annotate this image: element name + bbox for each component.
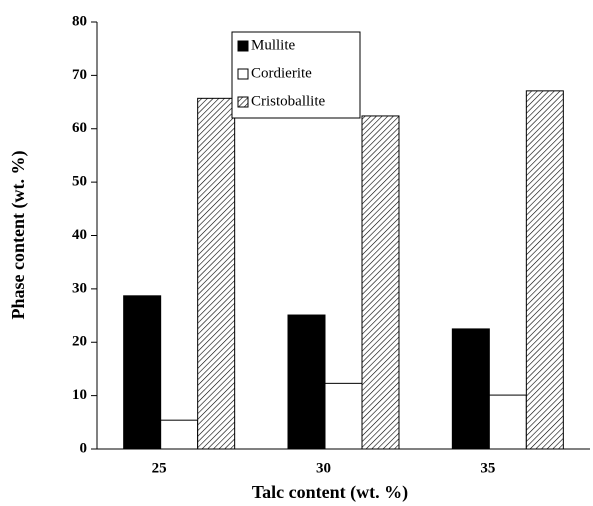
bar bbox=[160, 419, 199, 450]
bar bbox=[123, 295, 162, 450]
y-tick-label: 40 bbox=[72, 227, 87, 243]
x-tick-label: 35 bbox=[480, 460, 495, 476]
x-tick-label: 25 bbox=[152, 460, 167, 476]
bar bbox=[361, 115, 400, 450]
bar bbox=[525, 90, 564, 450]
bar bbox=[324, 382, 363, 450]
y-tick-label: 30 bbox=[72, 280, 87, 296]
legend-swatch bbox=[237, 40, 249, 52]
bar bbox=[197, 97, 236, 450]
y-tick-label: 20 bbox=[72, 334, 87, 350]
legend-label: Cordierite bbox=[251, 65, 312, 81]
y-tick-label: 0 bbox=[80, 440, 88, 456]
y-tick-label: 80 bbox=[72, 13, 87, 29]
legend-label: Mullite bbox=[251, 37, 296, 53]
y-axis-title: Phase content (wt. %) bbox=[8, 151, 29, 320]
bar bbox=[488, 394, 527, 450]
bar bbox=[287, 314, 326, 450]
y-tick-label: 70 bbox=[72, 67, 87, 83]
x-tick-label: 30 bbox=[316, 460, 331, 476]
legend-swatch bbox=[237, 96, 249, 108]
y-tick-label: 10 bbox=[72, 387, 87, 403]
y-tick-label: 60 bbox=[72, 120, 87, 136]
y-tick-label: 50 bbox=[72, 174, 87, 190]
legend-label: Cristoballite bbox=[251, 93, 326, 109]
bar bbox=[451, 328, 490, 450]
x-axis-title: Talc content (wt. %) bbox=[252, 482, 408, 503]
legend-box bbox=[231, 31, 361, 119]
legend-swatch bbox=[237, 68, 249, 80]
